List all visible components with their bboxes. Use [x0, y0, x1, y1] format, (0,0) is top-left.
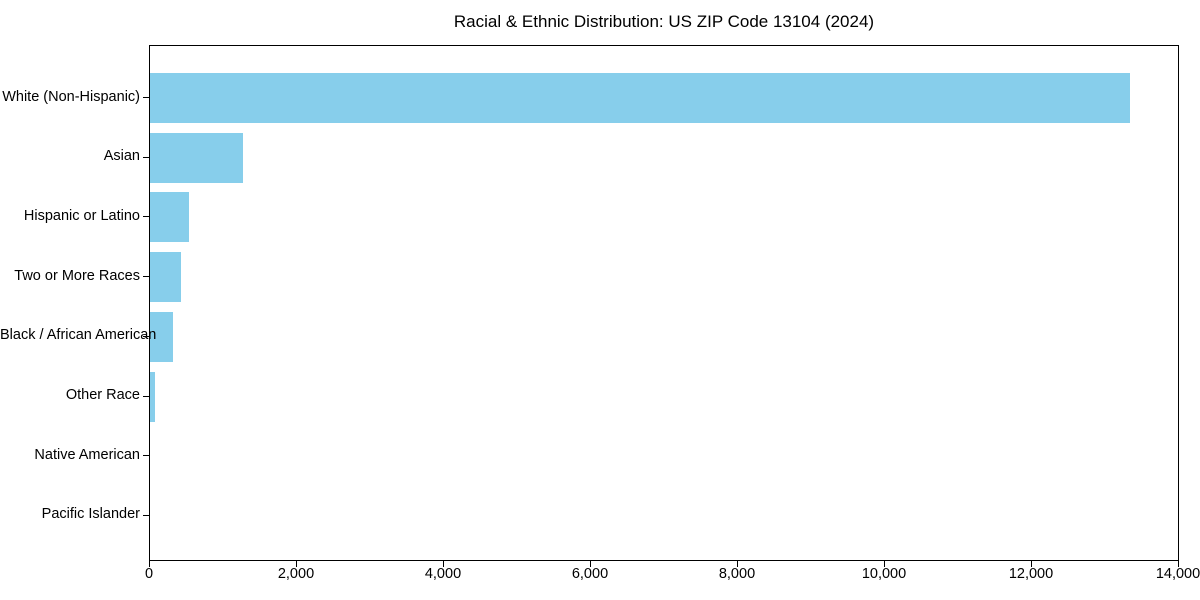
- x-tick-label: 0: [144, 566, 154, 582]
- y-tick-label: Native American: [34, 446, 140, 463]
- x-tick-mark: [737, 561, 738, 567]
- y-tick-mark: [143, 276, 149, 278]
- x-tick-label: 14,000: [1155, 566, 1200, 582]
- y-tick-mark: [143, 395, 149, 397]
- x-tick-label: 8,000: [718, 566, 756, 582]
- bar: [150, 371, 156, 422]
- y-tick-label: Black / African American: [0, 327, 157, 344]
- x-tick-label: 12,000: [1008, 566, 1054, 582]
- y-tick-label: Asian: [103, 148, 140, 165]
- bar: [150, 192, 190, 243]
- x-tick-mark: [590, 561, 591, 567]
- y-tick-label: Other Race: [65, 387, 140, 403]
- x-tick-mark: [149, 561, 150, 567]
- bar: [150, 252, 181, 303]
- y-tick-mark: [143, 514, 149, 516]
- x-tick-label: 6,000: [571, 566, 609, 582]
- bar: [150, 73, 1130, 123]
- x-tick-label: 2,000: [277, 566, 315, 582]
- y-tick-mark: [143, 455, 149, 457]
- x-tick-mark: [296, 561, 297, 567]
- chart-title: Racial & Ethnic Distribution: US ZIP Cod…: [453, 12, 875, 31]
- x-tick-mark: [1178, 561, 1179, 567]
- plot-area: [149, 45, 1179, 561]
- bar: [150, 132, 243, 183]
- x-tick-mark: [884, 561, 885, 567]
- x-tick-mark: [1031, 561, 1032, 567]
- x-tick-label: 10,000: [861, 566, 907, 582]
- y-tick-mark: [143, 335, 149, 337]
- x-tick-mark: [443, 561, 444, 567]
- bar: [150, 311, 173, 362]
- y-tick-mark: [143, 216, 149, 218]
- y-tick-mark: [143, 97, 149, 98]
- y-tick-label: Hispanic or Latino: [23, 207, 140, 224]
- x-tick-label: 4,000: [424, 566, 462, 582]
- y-tick-label: Two or More Races: [14, 267, 140, 284]
- y-tick-label: Pacific Islander: [41, 506, 140, 523]
- y-tick-mark: [143, 156, 149, 158]
- y-tick-label: White (Non-Hispanic): [2, 88, 140, 105]
